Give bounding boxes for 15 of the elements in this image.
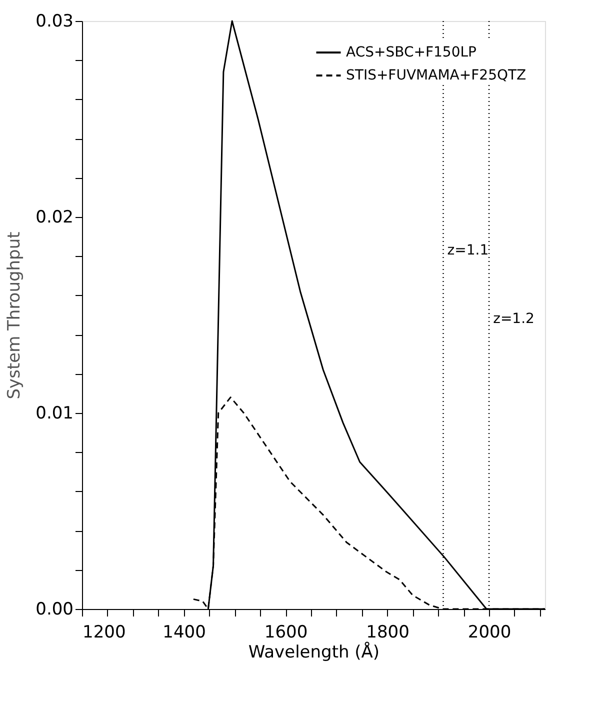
y-tick-label: 0.01 xyxy=(36,404,74,424)
y-axis-title: System Throughput xyxy=(4,231,25,400)
y-tick-label: 0.03 xyxy=(36,12,74,32)
x-tick-label: 1200 xyxy=(82,622,126,642)
x-tick-label: 1400 xyxy=(162,622,206,642)
legend-label: STIS+FUVMAMA+F25QTZ xyxy=(346,68,526,84)
y-tick-label: 0.00 xyxy=(36,600,74,620)
x-tick-label: 2000 xyxy=(468,622,512,642)
x-tick-label: 1800 xyxy=(366,622,410,642)
x-axis-title: Wavelength (Å) xyxy=(248,642,380,662)
x-tick-label: 1600 xyxy=(264,622,308,642)
y-tick-label: 0.02 xyxy=(36,208,74,228)
annotation: z=1.2 xyxy=(493,310,534,327)
annotation: z=1.1 xyxy=(447,242,489,258)
legend-label: ACS+SBC+F150LP xyxy=(346,44,476,60)
